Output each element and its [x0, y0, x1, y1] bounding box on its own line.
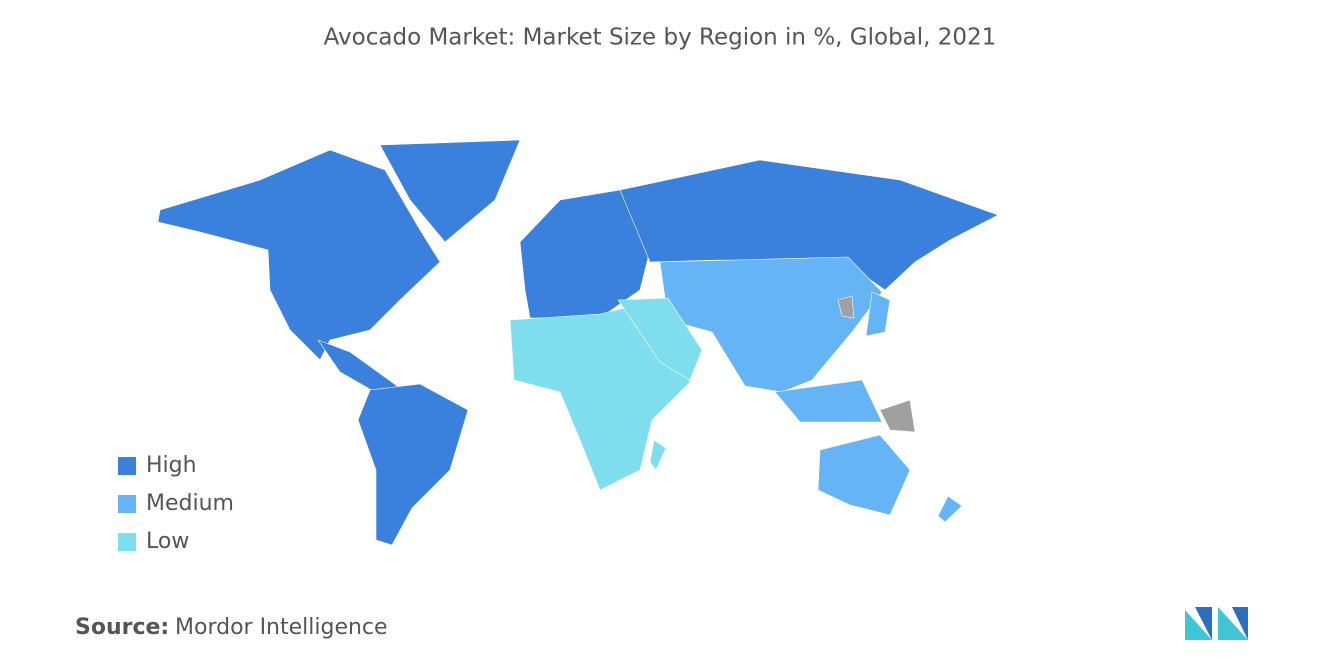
legend-swatch: [118, 495, 136, 513]
legend: High Medium Low: [118, 453, 234, 554]
region: [357, 383, 469, 546]
region: [774, 379, 883, 423]
region: [379, 139, 521, 243]
chart-title: Avocado Market: Market Size by Region in…: [324, 25, 997, 51]
region: [837, 295, 855, 319]
legend-label: Medium: [146, 491, 234, 516]
region: [879, 399, 916, 433]
legend-label: Low: [146, 529, 189, 554]
region: [157, 149, 441, 361]
legend-swatch: [118, 457, 136, 475]
logo: [1185, 607, 1248, 640]
region: [649, 439, 667, 471]
legend-swatch: [118, 533, 136, 551]
region: [519, 189, 651, 319]
world-map: [157, 139, 999, 546]
region: [659, 256, 883, 393]
region: [617, 297, 703, 381]
region: [937, 495, 963, 523]
region: [619, 159, 999, 291]
region: [865, 291, 891, 337]
region: [817, 434, 911, 516]
source: Mordor Intelligence: [175, 615, 388, 640]
legend-label: High: [146, 453, 197, 478]
source-label: Source:: [75, 615, 169, 640]
